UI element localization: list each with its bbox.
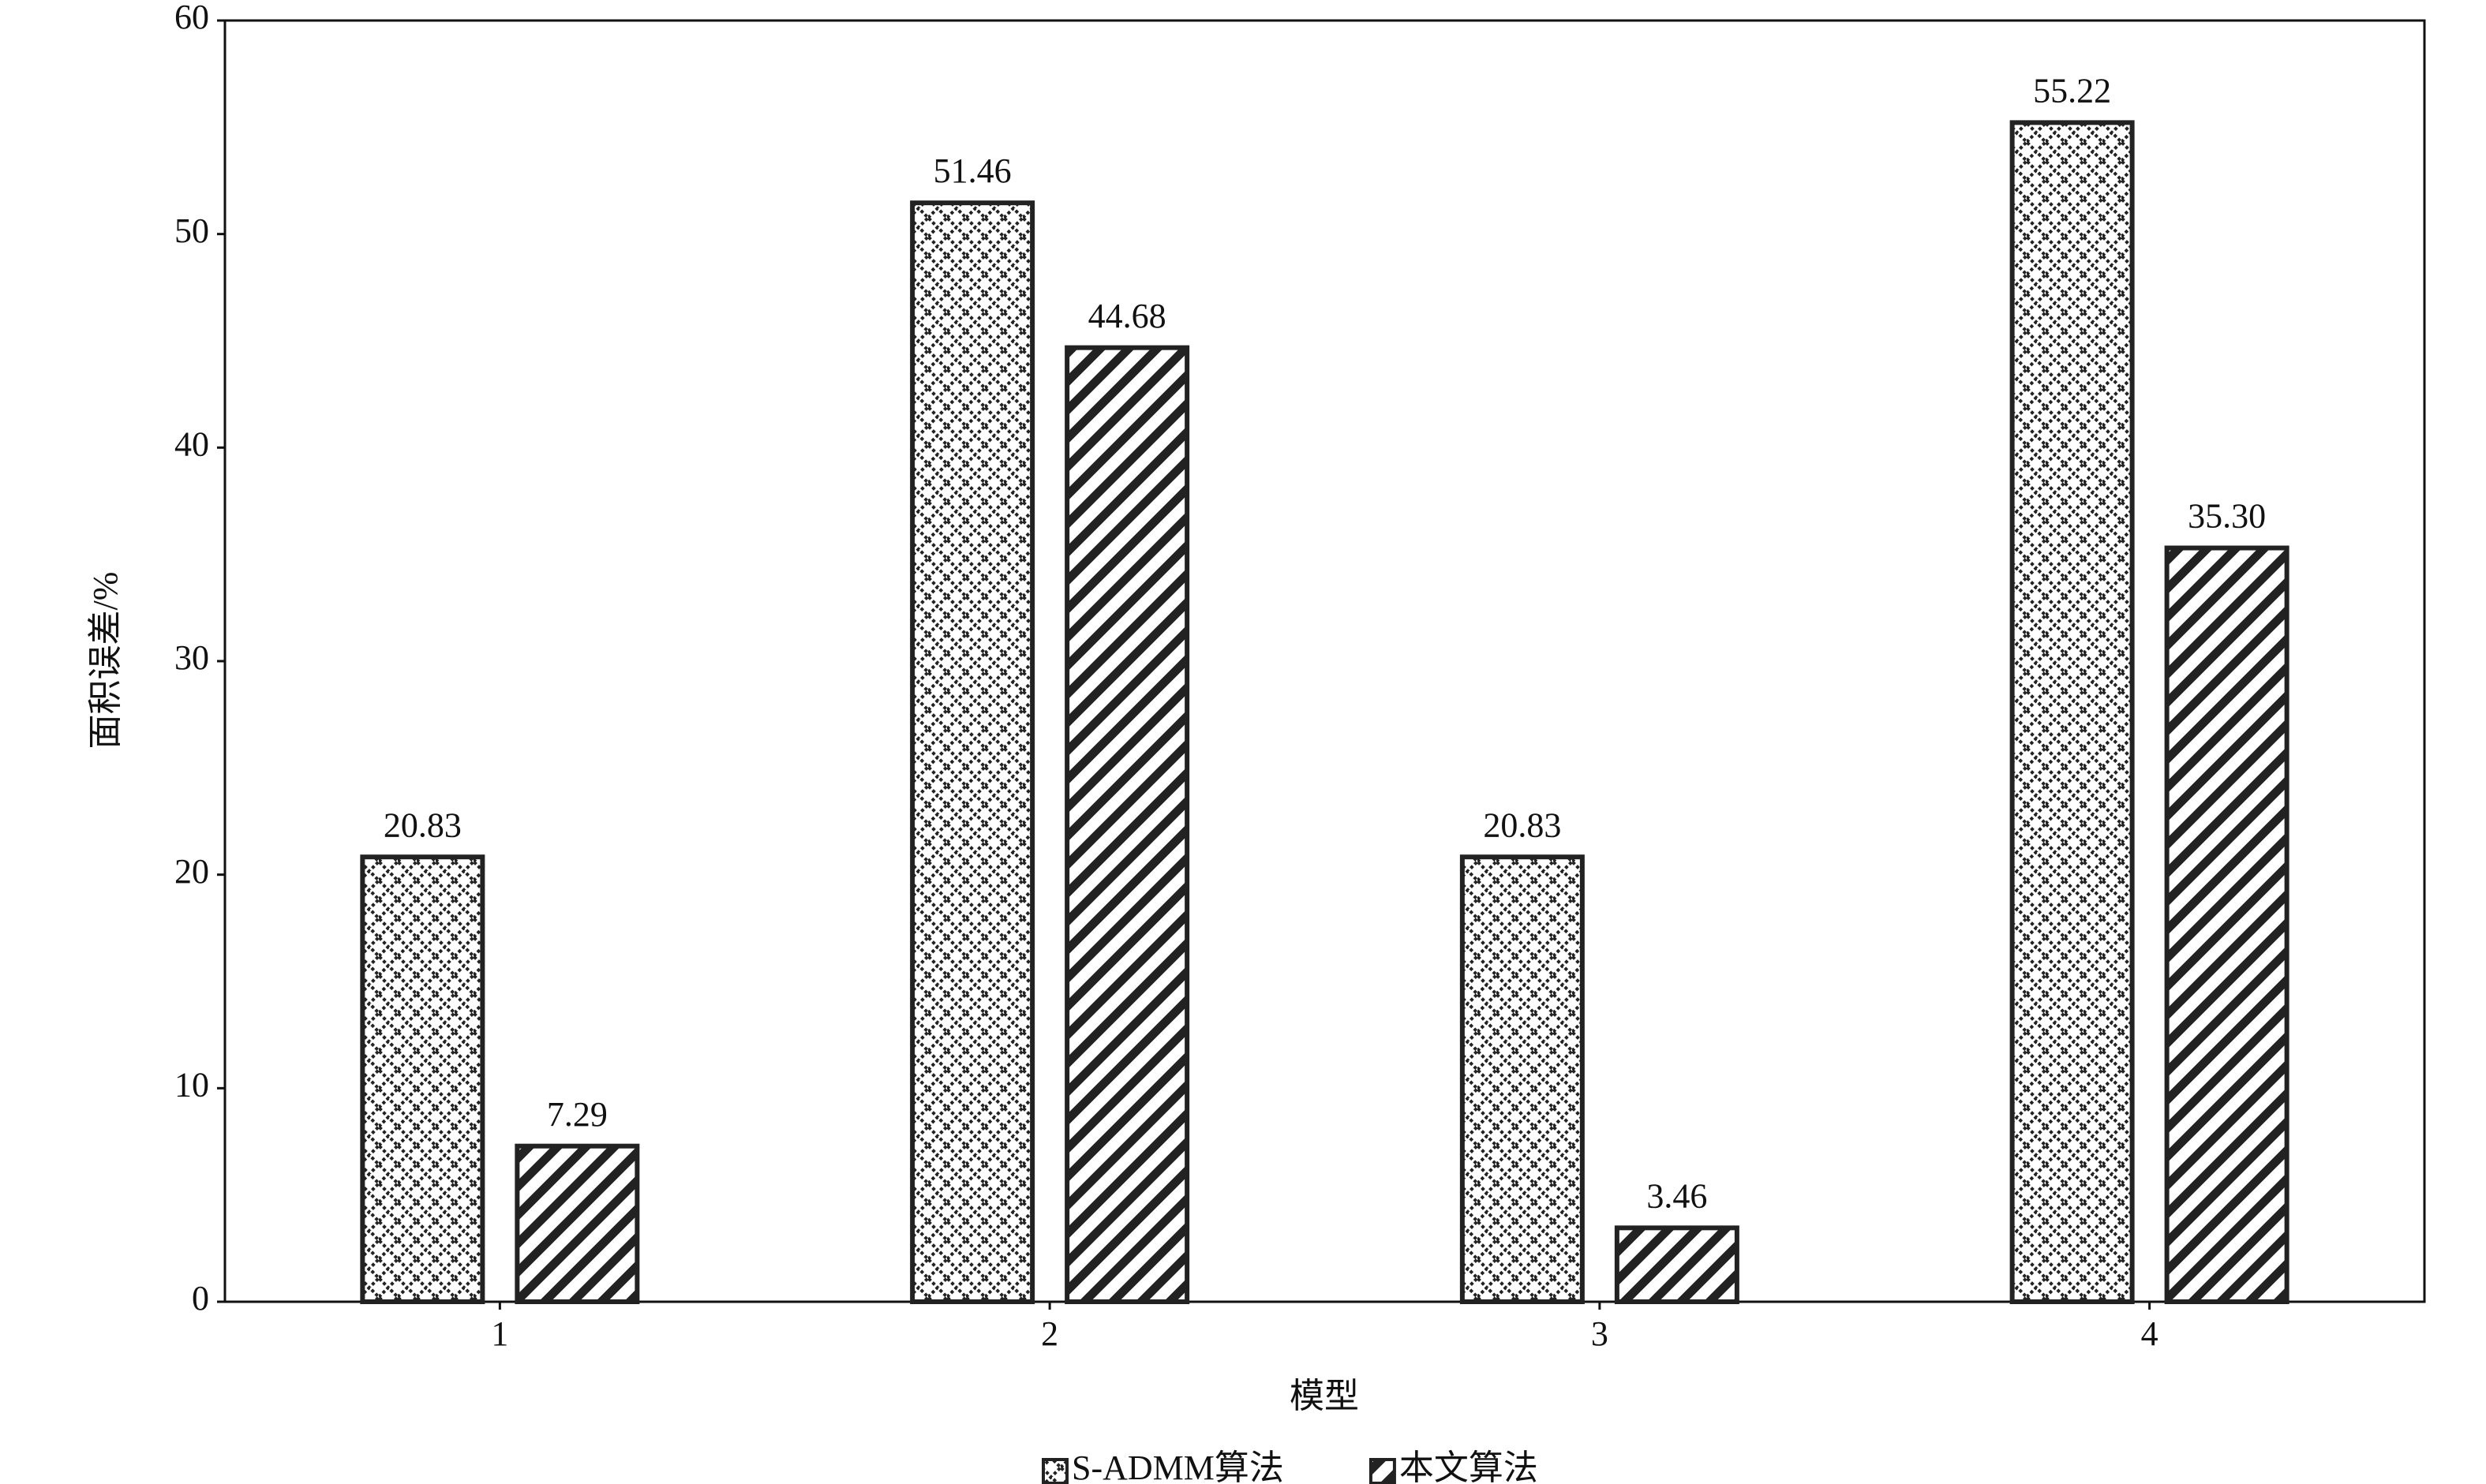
bar: [910, 200, 1035, 1305]
data-label: 20.83: [384, 806, 462, 844]
legend-swatch: [1368, 1458, 1396, 1484]
bar: [1065, 345, 1190, 1304]
legend-label: 本文算法: [1399, 1448, 1538, 1484]
data-label: 44.68: [1088, 297, 1166, 335]
bar: [2009, 120, 2135, 1304]
data-label: 55.22: [2033, 71, 2111, 110]
y-tick-label: 10: [174, 1065, 209, 1104]
y-tick-label: 40: [174, 424, 209, 463]
y-axis-label: 面积误差/%: [86, 572, 125, 749]
bar: [1459, 854, 1585, 1304]
data-label: 35.30: [2188, 497, 2266, 536]
y-tick-label: 30: [174, 638, 209, 677]
y-tick-label: 60: [174, 0, 209, 36]
bar: [360, 854, 485, 1304]
data-label: 20.83: [1483, 806, 1561, 844]
x-tick-label: 3: [1591, 1314, 1608, 1353]
y-tick-label: 0: [192, 1279, 209, 1318]
x-axis-label: 模型: [1290, 1377, 1359, 1415]
bar: [515, 1143, 640, 1304]
data-label: 7.29: [547, 1095, 608, 1134]
y-tick-label: 50: [174, 211, 209, 250]
data-label: 3.46: [1646, 1176, 1707, 1215]
x-tick-label: 4: [2141, 1314, 2158, 1353]
legend-swatch: [1042, 1458, 1069, 1484]
bar: [2164, 545, 2289, 1304]
x-tick-label: 2: [1041, 1314, 1058, 1353]
bar: [1614, 1225, 1739, 1305]
y-tick-label: 20: [174, 852, 209, 891]
data-label: 51.46: [934, 151, 1012, 190]
x-tick-label: 1: [491, 1314, 508, 1353]
legend-label: S-ADMM算法: [1072, 1448, 1284, 1484]
